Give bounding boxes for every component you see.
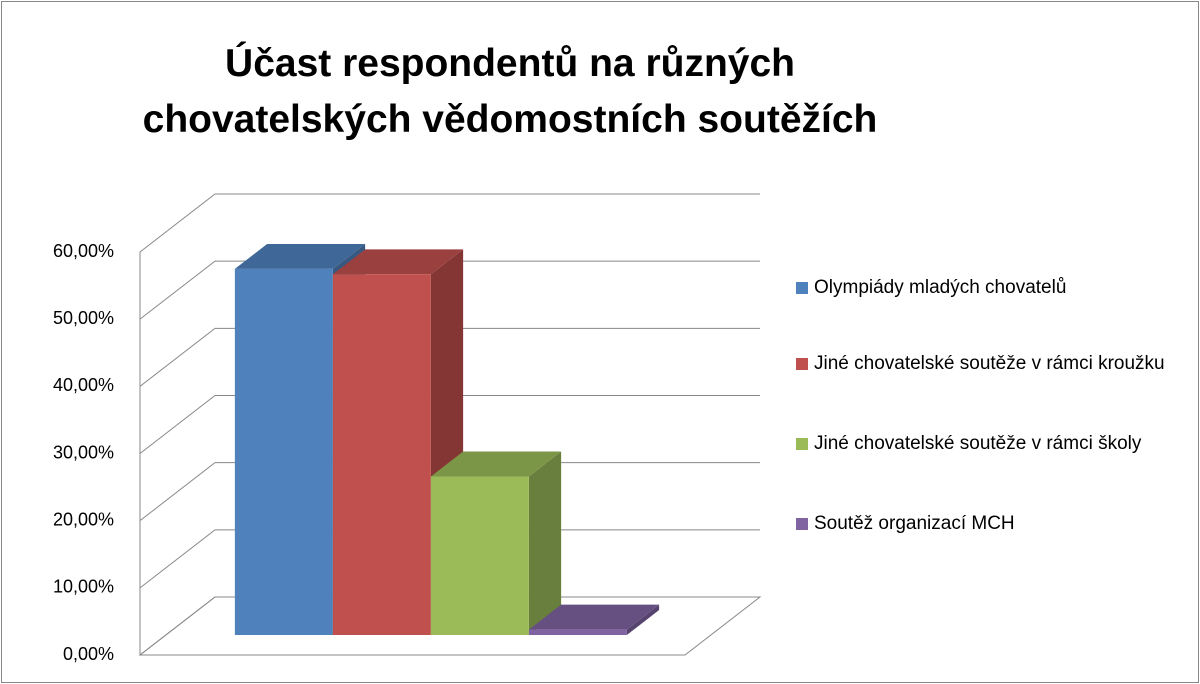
y-tick-label: 10,00% [53, 577, 114, 597]
grid-line [139, 529, 760, 589]
legend-label: Soutěž organizací MCH [814, 513, 1015, 534]
grid-line [139, 327, 760, 387]
bar-side [626, 604, 660, 635]
bar-side [528, 451, 562, 635]
y-tick-label: 60,00% [53, 241, 114, 261]
grid-line [139, 462, 760, 522]
bar-top [234, 243, 366, 269]
grid-line [139, 193, 760, 253]
legend-swatch [796, 438, 808, 450]
grid-line [139, 260, 760, 320]
grid-line [139, 596, 760, 656]
y-tick-label: 50,00% [53, 308, 114, 328]
y-tick-label: 30,00% [53, 442, 114, 462]
legend-label: Olympiády mladých chovatelů [814, 277, 1067, 298]
bar-top [528, 604, 660, 630]
legend-label: Jiné chovatelské soutěže v rámci školy [814, 433, 1142, 454]
y-tick-label: 0,00% [63, 644, 114, 664]
legend-label: Jiné chovatelské soutěže v rámci kroužku [814, 353, 1165, 374]
y-tick-label: 20,00% [53, 509, 114, 529]
bar [234, 268, 333, 635]
y-tick-label: 40,00% [53, 375, 114, 395]
legend-swatch [796, 358, 808, 370]
bar-top [430, 451, 562, 477]
chart-title: Účast respondentů na různých chovatelský… [142, 42, 878, 141]
bar [430, 476, 529, 635]
bar-top [332, 249, 464, 275]
bar [528, 629, 627, 635]
grid-line [139, 395, 760, 454]
bar [332, 274, 431, 635]
legend-swatch [796, 518, 808, 530]
legend-swatch [796, 282, 808, 294]
